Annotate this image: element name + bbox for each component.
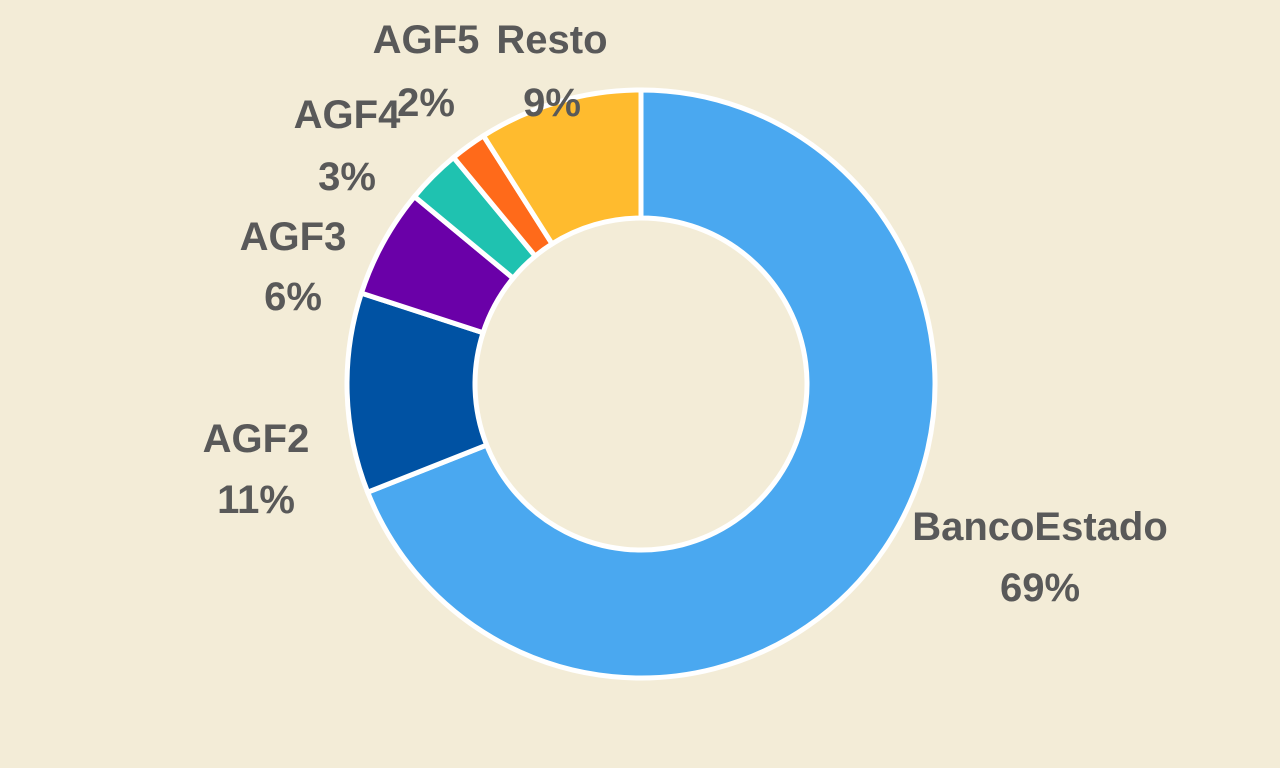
slice-value-agf3: 6% xyxy=(264,275,322,319)
slice-label-agf4: AGF4 xyxy=(294,93,401,137)
slice-value-agf5: 2% xyxy=(397,81,455,125)
slice-label-agf2: AGF2 xyxy=(203,417,310,461)
slices-group xyxy=(344,87,938,681)
slice-bancoestado xyxy=(364,87,938,681)
slice-label-agf5: AGF5 xyxy=(373,18,480,62)
slice-value-agf4: 3% xyxy=(318,155,376,199)
slice-label-bancoestado: BancoEstado xyxy=(912,505,1168,549)
labels-group: BancoEstado 69% AGF2 11% AGF3 6% AGF4 3% AGF5 2% R… xyxy=(203,18,1168,610)
slice-value-bancoestado: 69% xyxy=(1000,566,1080,610)
slice-resto xyxy=(480,87,644,248)
slice-label-agf3: AGF3 xyxy=(240,215,347,259)
slice-label-resto: Resto xyxy=(496,18,607,62)
slice-value-resto: 9% xyxy=(523,81,581,125)
slice-value-agf2: 11% xyxy=(217,478,295,522)
